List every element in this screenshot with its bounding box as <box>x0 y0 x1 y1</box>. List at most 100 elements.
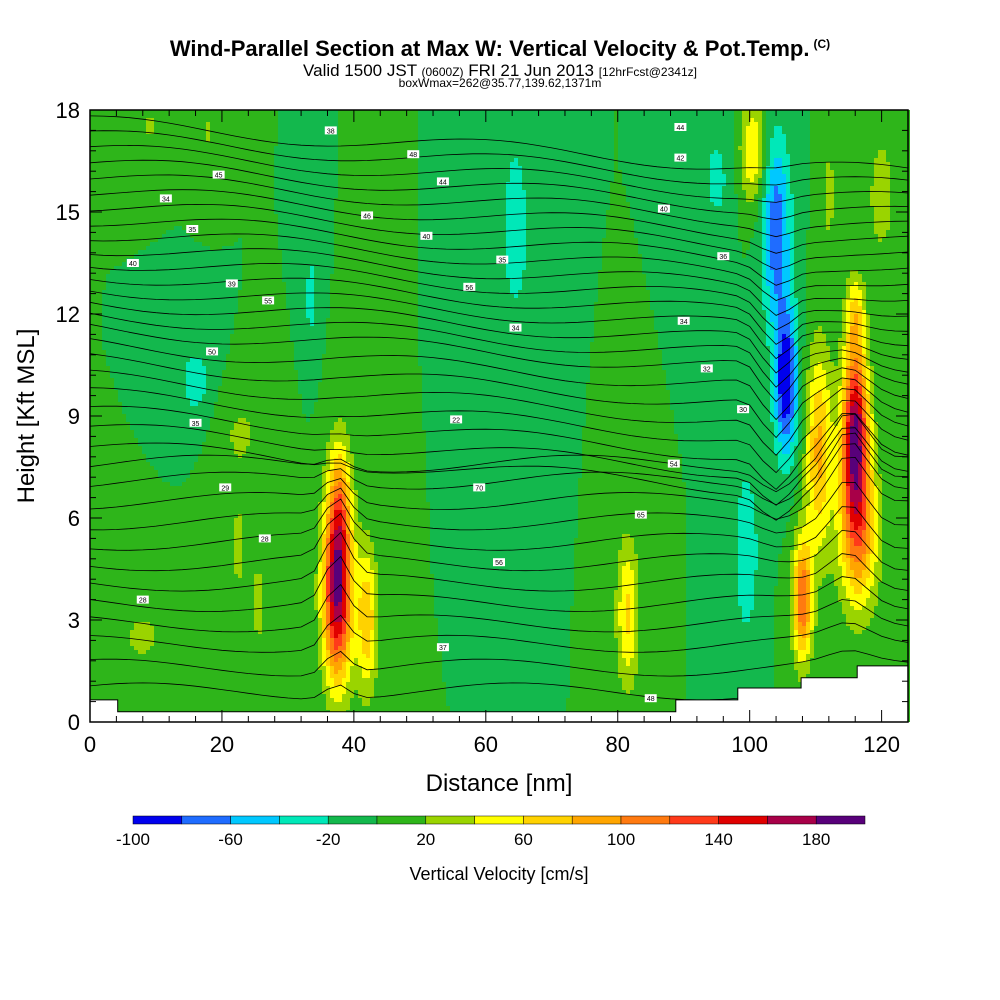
field-cell <box>718 110 722 114</box>
field-cell <box>694 158 698 162</box>
field-cell <box>258 142 262 146</box>
field-cell <box>386 142 390 146</box>
field-cell <box>574 138 578 142</box>
field-cell <box>382 138 386 142</box>
field-cell <box>482 190 486 194</box>
field-cell <box>434 130 438 134</box>
field-cell <box>362 114 366 118</box>
field-cell <box>782 166 786 170</box>
field-cell <box>178 154 182 158</box>
field-cell <box>170 162 174 166</box>
field-cell <box>454 118 458 122</box>
field-cell <box>130 110 134 114</box>
field-cell <box>618 150 622 154</box>
field-cell <box>614 150 618 154</box>
field-cell <box>870 130 874 134</box>
field-cell <box>414 162 418 166</box>
field-cell <box>850 126 854 130</box>
field-cell <box>706 198 710 202</box>
field-cell <box>806 162 810 166</box>
field-cell <box>598 158 602 162</box>
field-cell <box>118 142 122 146</box>
field-cell <box>446 174 450 178</box>
field-cell <box>502 138 506 142</box>
field-cell <box>458 138 462 142</box>
field-cell <box>274 142 278 146</box>
field-cell <box>822 150 826 154</box>
field-cell <box>718 166 722 170</box>
field-cell <box>546 178 550 182</box>
field-cell <box>314 130 318 134</box>
field-cell <box>126 130 130 134</box>
field-cell <box>750 138 754 142</box>
field-cell <box>282 194 286 198</box>
field-cell <box>314 110 318 114</box>
field-cell <box>822 146 826 150</box>
valid-prefix: Valid 1500 JST <box>303 61 417 80</box>
field-cell <box>598 130 602 134</box>
field-cell <box>858 178 862 182</box>
field-cell <box>102 162 106 166</box>
field-cell <box>766 122 770 126</box>
field-cell <box>738 118 742 122</box>
field-cell <box>394 146 398 150</box>
field-cell <box>306 122 310 126</box>
field-cell <box>806 194 810 198</box>
field-cell <box>818 162 822 166</box>
field-cell <box>734 202 738 206</box>
field-cell <box>730 118 734 122</box>
field-cell <box>294 190 298 194</box>
field-cell <box>238 166 242 170</box>
field-cell <box>550 178 554 182</box>
field-cell <box>138 194 142 198</box>
field-cell <box>514 178 518 182</box>
field-cell <box>394 126 398 130</box>
field-cell <box>766 178 770 182</box>
field-cell <box>578 162 582 166</box>
field-cell <box>382 110 386 114</box>
field-cell <box>194 162 198 166</box>
field-cell <box>862 130 866 134</box>
field-cell <box>866 138 870 142</box>
field-cell <box>118 126 122 130</box>
valid-date: FRI 21 Jun 2013 <box>468 61 594 80</box>
field-cell <box>650 202 654 206</box>
field-cell <box>158 190 162 194</box>
field-cell <box>802 126 806 130</box>
field-cell <box>162 182 166 186</box>
field-cell <box>882 162 886 166</box>
field-cell <box>238 190 242 194</box>
field-cell <box>326 146 330 150</box>
field-cell <box>178 114 182 118</box>
field-cell <box>798 142 802 146</box>
field-cell <box>498 182 502 186</box>
field-cell <box>430 146 434 150</box>
field-cell <box>254 114 258 118</box>
field-cell <box>342 198 346 202</box>
field-cell <box>390 138 394 142</box>
field-cell <box>414 130 418 134</box>
field-cell <box>474 118 478 122</box>
field-cell <box>858 150 862 154</box>
field-cell <box>470 202 474 206</box>
field-cell <box>234 174 238 178</box>
field-cell <box>690 110 694 114</box>
field-cell <box>886 154 890 158</box>
field-cell <box>110 162 114 166</box>
field-cell <box>458 202 462 206</box>
field-cell <box>666 146 670 150</box>
field-cell <box>762 170 766 174</box>
field-cell <box>274 146 278 150</box>
field-cell <box>214 190 218 194</box>
field-cell <box>806 154 810 158</box>
field-cell <box>734 186 738 190</box>
field-cell <box>554 190 558 194</box>
field-cell <box>230 206 234 210</box>
field-cell <box>582 158 586 162</box>
field-cell <box>146 206 150 210</box>
field-cell <box>734 110 738 114</box>
field-cell <box>302 130 306 134</box>
field-cell <box>90 142 94 146</box>
field-cell <box>318 166 322 170</box>
field-cell <box>786 182 790 186</box>
